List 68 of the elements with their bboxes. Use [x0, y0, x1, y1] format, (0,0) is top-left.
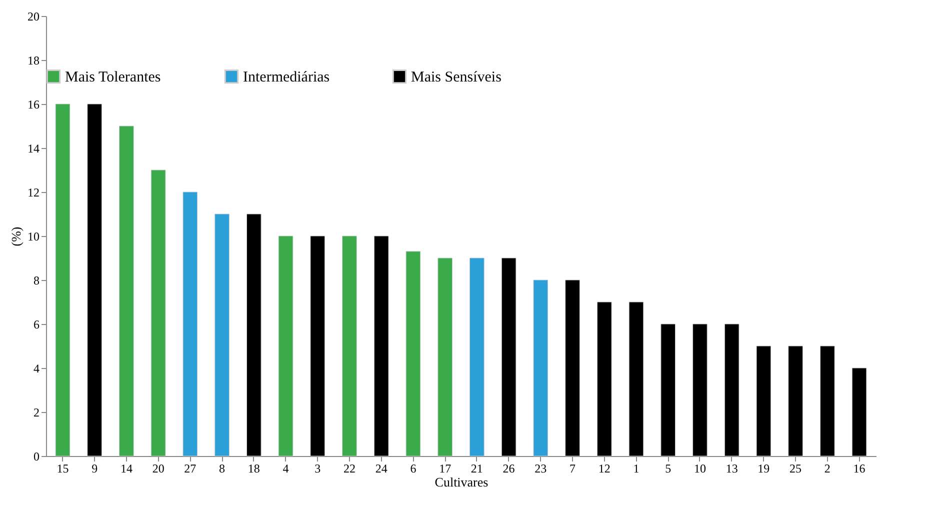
legend-label: Mais Sensíveis	[411, 70, 502, 86]
x-tick-label: 19	[758, 462, 770, 476]
bar	[182, 192, 198, 456]
bar	[565, 280, 580, 456]
legend-label: Intermediárias	[243, 70, 330, 86]
bar	[501, 258, 516, 456]
x-tick-label: 10	[694, 462, 706, 476]
bar	[756, 346, 772, 456]
y-tick-label: 0	[34, 450, 40, 464]
x-tick-label: 18	[248, 462, 260, 476]
x-tick-label: 5	[665, 462, 672, 476]
x-tick-label: 9	[92, 462, 98, 476]
bar	[724, 324, 740, 456]
bar	[342, 236, 357, 456]
y-tick-label: 6	[34, 318, 40, 332]
x-tick-label: 26	[502, 462, 515, 476]
bar	[406, 251, 421, 456]
y-axis-title: (%)	[8, 226, 24, 246]
y-tick-label: 4	[34, 362, 40, 376]
y-tick-label: 10	[28, 230, 40, 244]
bar	[438, 258, 452, 456]
bar	[852, 368, 867, 456]
bar	[55, 104, 70, 456]
x-tick-label: 12	[598, 462, 610, 476]
x-tick-label: 2	[824, 462, 830, 476]
x-tick-label: 17	[439, 462, 452, 476]
x-axis-title: Cultivares	[434, 474, 488, 490]
bar	[87, 104, 102, 456]
bar	[278, 236, 294, 456]
x-tick-label: 27	[184, 462, 196, 476]
y-tick-label: 18	[28, 54, 40, 68]
bar	[470, 258, 484, 456]
x-tick-label: 20	[152, 462, 164, 476]
bar	[533, 280, 548, 456]
y-tick-label: 12	[28, 186, 40, 200]
y-tick-label: 16	[28, 98, 40, 112]
bar	[246, 214, 262, 456]
x-tick-label: 22	[343, 462, 356, 476]
bar	[692, 324, 708, 456]
x-tick-label: 8	[219, 462, 226, 476]
bar	[150, 170, 166, 456]
x-tick-label: 1	[633, 462, 640, 476]
x-tick-label: 14	[120, 462, 132, 476]
bar	[820, 346, 835, 456]
x-tick-label: 16	[853, 462, 866, 476]
x-tick-label: 7	[570, 462, 576, 476]
x-tick-label: 24	[375, 462, 388, 476]
x-tick-label: 21	[470, 462, 483, 476]
y-tick-label: 14	[28, 142, 40, 156]
bar	[119, 126, 134, 456]
y-tick-label: 8	[34, 274, 40, 288]
x-tick-label: 25	[790, 462, 802, 476]
bar	[788, 346, 803, 456]
bar	[660, 324, 676, 456]
x-tick-label: 23	[534, 462, 547, 476]
x-tick-label: 13	[726, 462, 738, 476]
bar	[596, 302, 612, 456]
bar	[628, 302, 644, 456]
x-tick-label: 4	[282, 462, 289, 476]
x-tick-label: 6	[410, 462, 416, 476]
y-tick-label: 2	[34, 406, 40, 420]
bar	[310, 236, 326, 456]
x-tick-label: 3	[314, 462, 321, 476]
bar	[214, 214, 230, 456]
legend-label: Mais Tolerantes	[65, 70, 161, 86]
x-tick-label: 15	[56, 462, 69, 476]
y-tick-label: 20	[28, 10, 40, 24]
bar	[374, 236, 389, 456]
